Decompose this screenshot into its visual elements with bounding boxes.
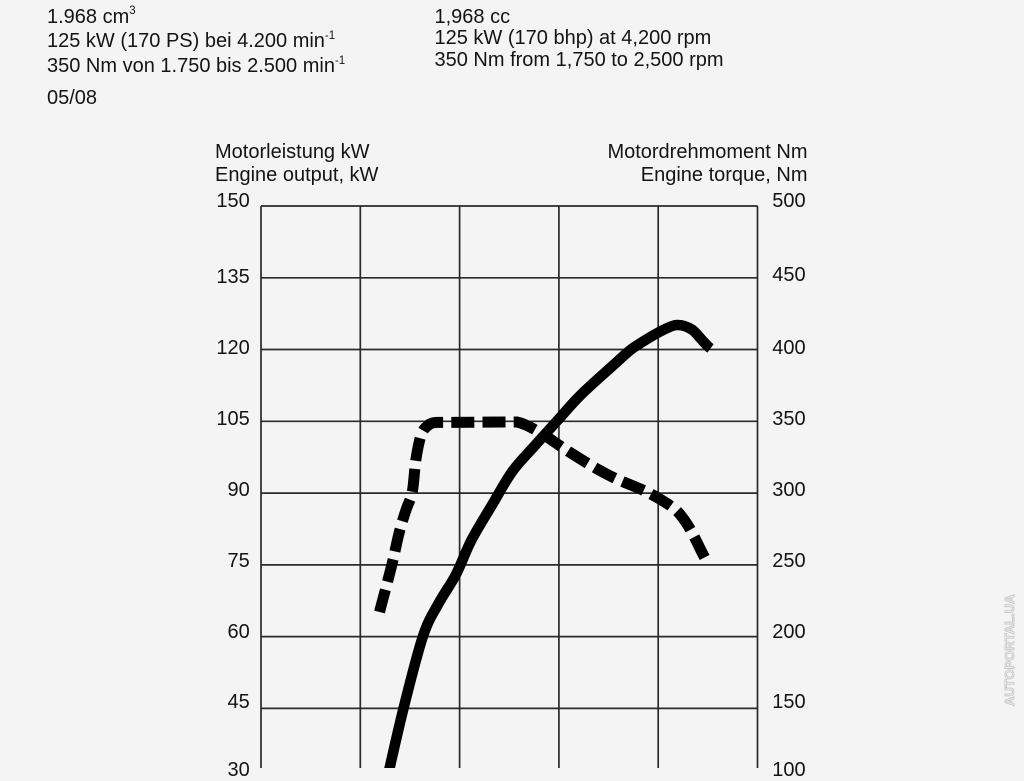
svg-text:AUTOPORTAL.UA: AUTOPORTAL.UA xyxy=(1002,594,1017,706)
